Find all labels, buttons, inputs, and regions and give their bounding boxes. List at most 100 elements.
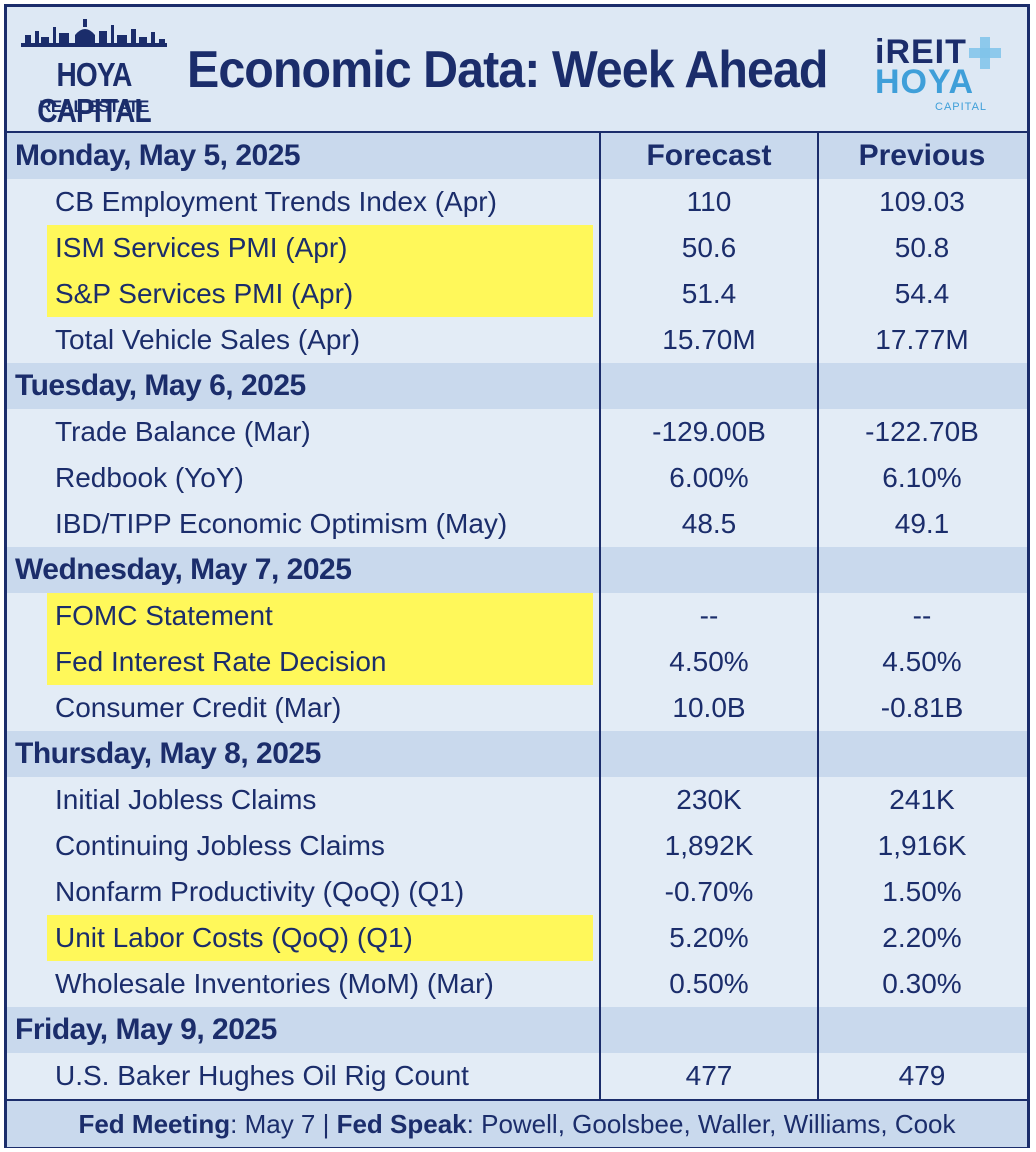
indicator-label: Fed Interest Rate Decision [47, 639, 593, 685]
indicator-cell: Unit Labor Costs (QoQ) (Q1) [7, 915, 601, 961]
forecast-header-cell [601, 363, 819, 409]
previous-value: 54.4 [894, 278, 950, 309]
indicator-label: Wholesale Inventories (MoM) (Mar) [55, 968, 494, 999]
day-header-row: Friday, May 9, 2025 [7, 1007, 1027, 1053]
previous-value: 50.8 [894, 232, 950, 263]
day-header-row: Thursday, May 8, 2025 [7, 731, 1027, 777]
indicator-label: Consumer Credit (Mar) [55, 692, 342, 723]
forecast-value: -0.70% [601, 869, 819, 915]
indicator-cell: Total Vehicle Sales (Apr) [7, 317, 601, 363]
hoya-capital-logo: HOYA CAPITAL REAL ESTATE [19, 17, 169, 129]
indicator-cell: IBD/TIPP Economic Optimism (May) [7, 501, 601, 547]
forecast-value: 230K [601, 777, 819, 823]
indicator-label: Initial Jobless Claims [55, 784, 317, 815]
day-header-row: Monday, May 5, 2025 Forecast Previous [7, 133, 1027, 179]
forecast-value: 5.20% [601, 915, 819, 961]
indicator-label: Nonfarm Productivity (QoQ) (Q1) [55, 876, 465, 907]
previous-value: 241K [889, 784, 955, 815]
indicator-label: ISM Services PMI (Apr) [47, 225, 593, 271]
forecast-value: 50.6 [601, 225, 819, 271]
forecast-value: 1,892K [601, 823, 819, 869]
forecast-value: 6.00% [601, 455, 819, 501]
table-row: S&P Services PMI (Apr) 51.4 54.4 [7, 271, 1027, 317]
footer: Fed Meeting : May 7 | Fed Speak : Powell… [7, 1099, 1027, 1147]
indicator-cell: U.S. Baker Hughes Oil Rig Count [7, 1053, 601, 1099]
indicator-cell: ISM Services PMI (Apr) [7, 225, 601, 271]
indicator-cell: Trade Balance (Mar) [7, 409, 601, 455]
day-label: Monday, May 5, 2025 [15, 139, 301, 172]
day-header-row: Wednesday, May 7, 2025 [7, 547, 1027, 593]
previous-header-cell [819, 731, 1025, 777]
indicator-label: IBD/TIPP Economic Optimism (May) [55, 508, 508, 539]
economic-data-table: Monday, May 5, 2025 Forecast Previous CB Em… [7, 131, 1027, 1099]
day-label-cell: Tuesday, May 6, 2025 [7, 363, 601, 409]
forecast-value: -- [601, 593, 819, 639]
forecast-value: 10.0B [601, 685, 819, 731]
day-label: Thursday, May 8, 2025 [15, 737, 321, 770]
indicator-cell: Redbook (YoY) [7, 455, 601, 501]
forecast-value: 15.70M [601, 317, 819, 363]
indicator-cell: Fed Interest Rate Decision [7, 639, 601, 685]
economic-calendar-card: HOYA CAPITAL REAL ESTATE Economic Data: … [4, 4, 1030, 1148]
indicator-label: Trade Balance (Mar) [55, 416, 311, 447]
indicator-label: Total Vehicle Sales (Apr) [55, 324, 361, 355]
table-row: Wholesale Inventories (MoM) (Mar) 0.50% 0.… [7, 961, 1027, 1007]
indicator-label: CB Employment Trends Index (Apr) [55, 186, 497, 217]
previous-value: 0.30% [882, 968, 962, 999]
indicator-cell: Wholesale Inventories (MoM) (Mar) [7, 961, 601, 1007]
previous-header-cell [819, 1007, 1025, 1053]
previous-header-cell [819, 547, 1025, 593]
forecast-header-cell [601, 1007, 819, 1053]
table-row: IBD/TIPP Economic Optimism (May) 48.5 49.1 [7, 501, 1027, 547]
day-header-row: Tuesday, May 6, 2025 [7, 363, 1027, 409]
forecast-header-cell [601, 547, 819, 593]
logo-sub-text: REAL ESTATE [39, 97, 149, 116]
table-row: CB Employment Trends Index (Apr) 110 109.0… [7, 179, 1027, 225]
fed-speak-value: : Powell, Goolsbee, Waller, Williams, Co… [466, 1108, 956, 1139]
previous-value: 479 [898, 1060, 946, 1091]
day-label-cell: Monday, May 5, 2025 [7, 133, 601, 179]
plus-icon [969, 37, 1001, 69]
previous-value: 17.77M [875, 324, 969, 355]
table-row: Unit Labor Costs (QoQ) (Q1) 5.20% 2.20% [7, 915, 1027, 961]
table-row: Redbook (YoY) 6.00% 6.10% [7, 455, 1027, 501]
day-label: Tuesday, May 6, 2025 [15, 369, 306, 402]
header: HOYA CAPITAL REAL ESTATE Economic Data: … [7, 7, 1027, 131]
previous-value: 109.03 [879, 186, 965, 217]
forecast-header-cell [601, 731, 819, 777]
indicator-label: Redbook (YoY) [55, 462, 244, 493]
column-header-previous: Previous [858, 139, 986, 172]
table-row: Trade Balance (Mar) -129.00B -122.70B [7, 409, 1027, 455]
fed-meeting-value: : May 7 | [230, 1108, 337, 1139]
forecast-value: 48.5 [601, 501, 819, 547]
indicator-label: S&P Services PMI (Apr) [47, 271, 593, 317]
fed-meeting-label: Fed Meeting [78, 1108, 231, 1139]
indicator-cell: FOMC Statement [7, 593, 601, 639]
indicator-cell: Continuing Jobless Claims [7, 823, 601, 869]
forecast-value: 0.50% [601, 961, 819, 1007]
indicator-label: U.S. Baker Hughes Oil Rig Count [55, 1060, 469, 1091]
forecast-value: 477 [601, 1053, 819, 1099]
previous-value: -0.81B [880, 692, 964, 723]
capital-text: CAPITAL [935, 101, 988, 113]
column-header-forecast: Forecast [601, 133, 819, 179]
table-row: ISM Services PMI (Apr) 50.6 50.8 [7, 225, 1027, 271]
ireit-text: iREIT [875, 33, 967, 71]
previous-value: 4.50% [882, 646, 962, 677]
table-row: Total Vehicle Sales (Apr) 15.70M 17.77M [7, 317, 1027, 363]
indicator-cell: Consumer Credit (Mar) [7, 685, 601, 731]
indicator-cell: Initial Jobless Claims [7, 777, 601, 823]
table-row: U.S. Baker Hughes Oil Rig Count 477 479 [7, 1053, 1027, 1099]
table-row: Initial Jobless Claims 230K 241K [7, 777, 1027, 823]
previous-value: -- [912, 600, 932, 631]
previous-value: 6.10% [882, 462, 962, 493]
indicator-label: Continuing Jobless Claims [55, 830, 385, 861]
hoya-text: HOYA [875, 63, 975, 101]
indicator-cell: CB Employment Trends Index (Apr) [7, 179, 601, 225]
indicator-label: Unit Labor Costs (QoQ) (Q1) [47, 915, 593, 961]
forecast-value: 4.50% [601, 639, 819, 685]
previous-value: 2.20% [882, 922, 962, 953]
indicator-label: FOMC Statement [47, 593, 593, 639]
forecast-value: 110 [601, 179, 819, 225]
previous-value: 1.50% [882, 876, 962, 907]
